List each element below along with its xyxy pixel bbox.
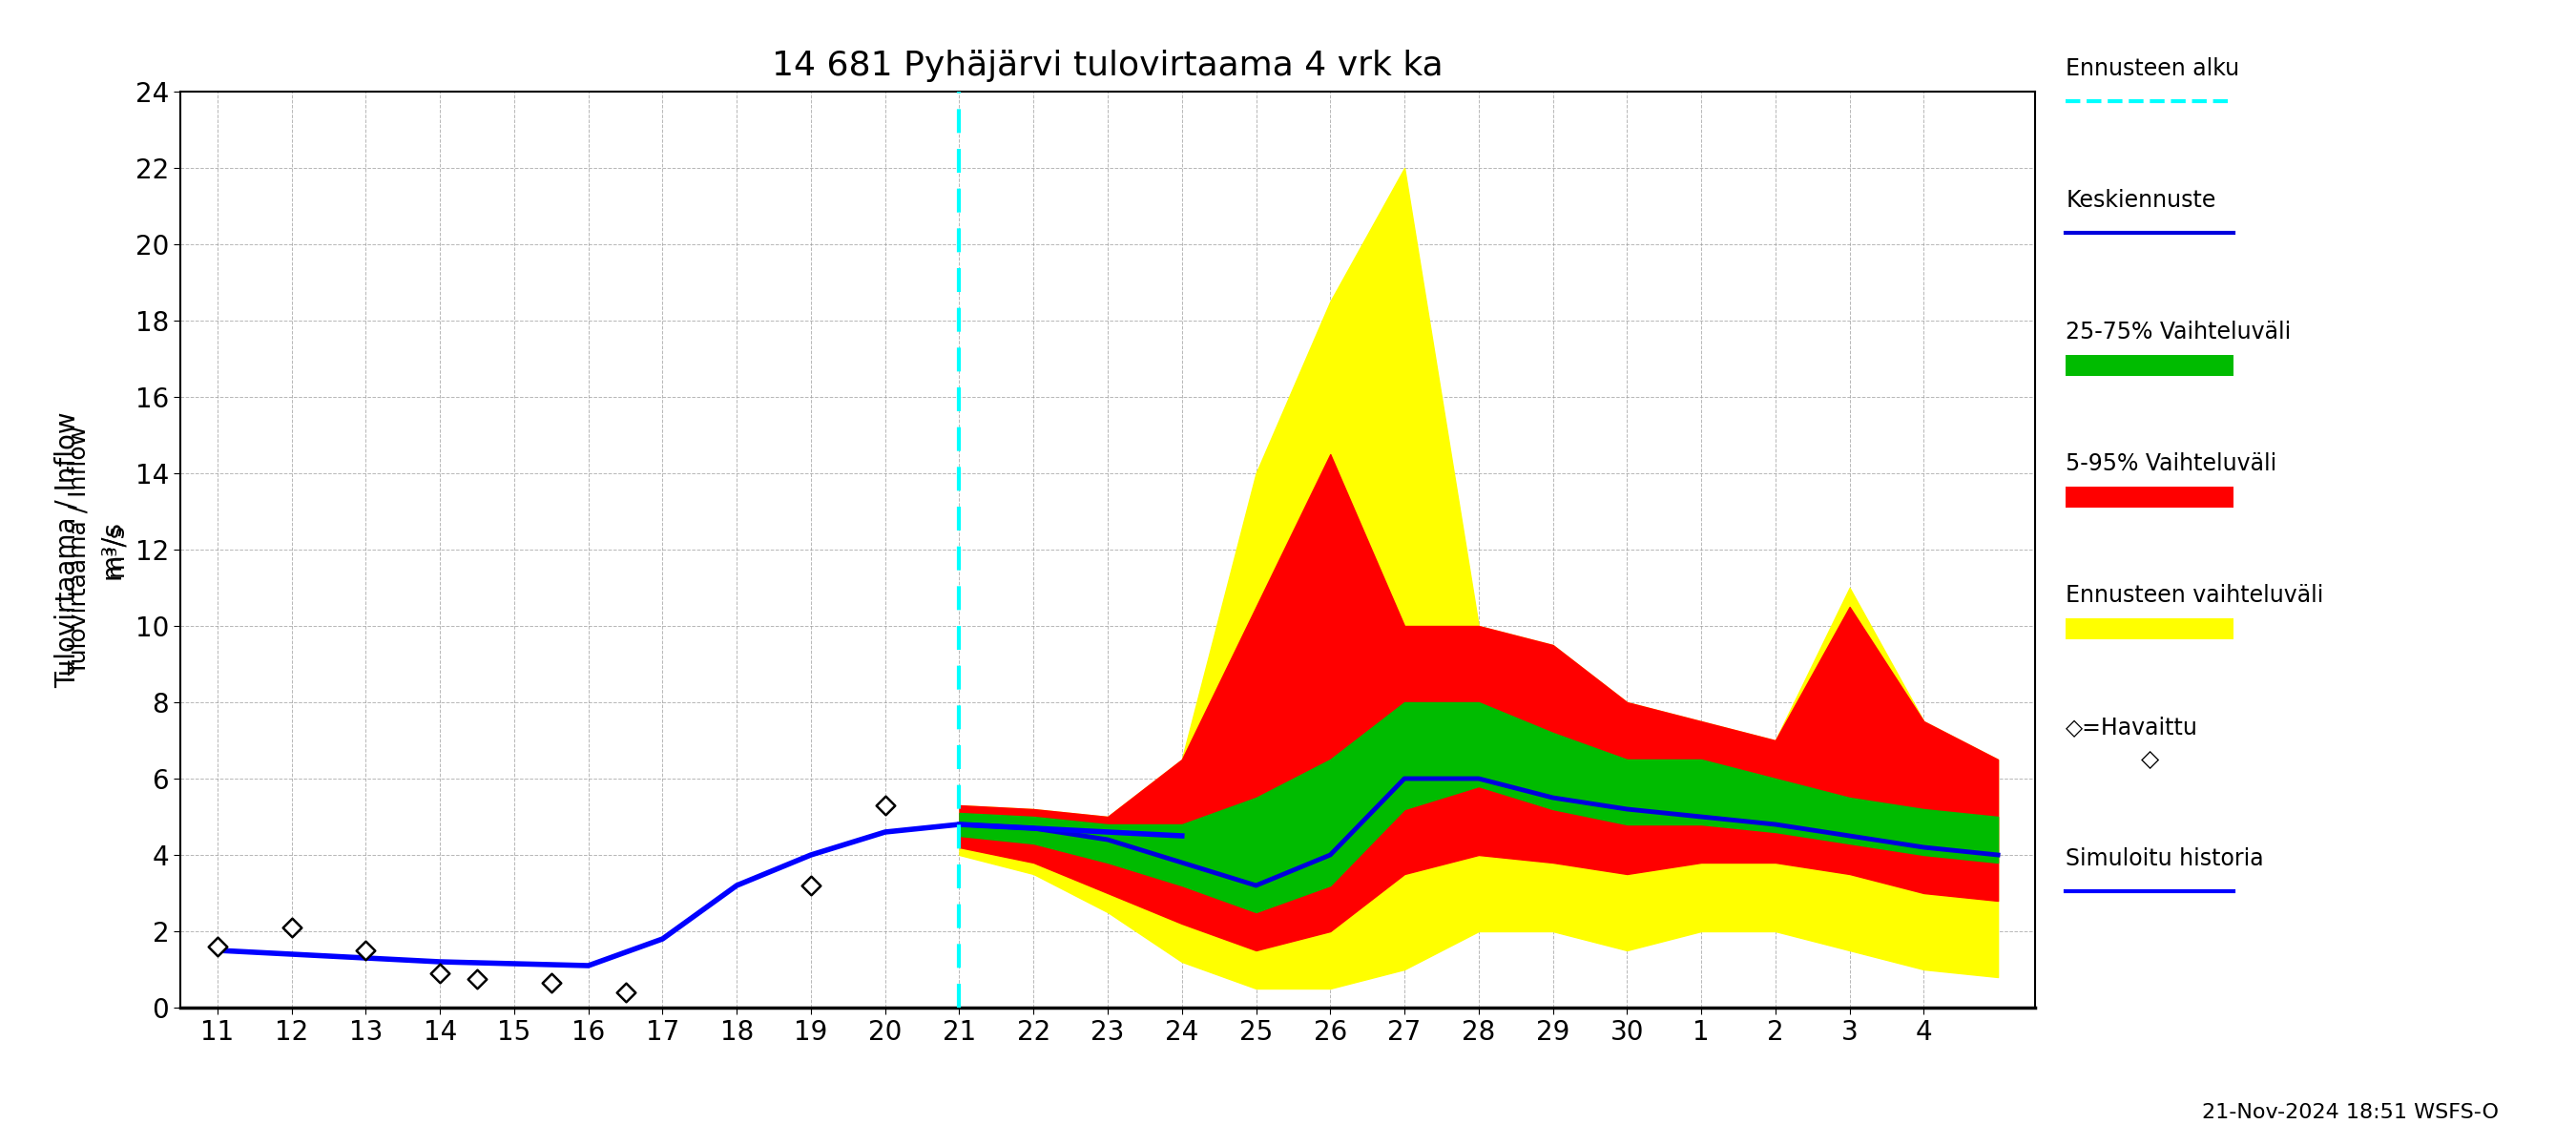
- Text: Ennusteen vaihteluväli: Ennusteen vaihteluväli: [2066, 584, 2324, 607]
- Point: [791, 876, 832, 894]
- Point: [456, 970, 497, 988]
- Point: [270, 918, 312, 937]
- Text: Ennusteen alku: Ennusteen alku: [2066, 57, 2239, 80]
- Point: [196, 938, 237, 956]
- Point: [605, 984, 647, 1002]
- Y-axis label: Tulovirtaama / Inflow
m³/s: Tulovirtaama / Inflow m³/s: [54, 411, 124, 688]
- Text: 5-95% Vaihteluväli: 5-95% Vaihteluväli: [2066, 452, 2277, 475]
- Point: [531, 973, 572, 992]
- Text: m³/s: m³/s: [103, 523, 126, 576]
- Text: ◇: ◇: [2141, 748, 2159, 771]
- Text: 21-Nov-2024 18:51 WSFS-O: 21-Nov-2024 18:51 WSFS-O: [2202, 1103, 2499, 1122]
- Point: [866, 796, 907, 814]
- Text: 25-75% Vaihteluväli: 25-75% Vaihteluväli: [2066, 321, 2293, 344]
- Text: ◇=Havaittu: ◇=Havaittu: [2066, 716, 2197, 739]
- Text: Tulovirtaama / Inflow: Tulovirtaama / Inflow: [67, 425, 90, 674]
- Point: [420, 964, 461, 982]
- Text: Simuloitu historia: Simuloitu historia: [2066, 847, 2264, 870]
- Text: Keskiennuste: Keskiennuste: [2066, 189, 2215, 212]
- Title: 14 681 Pyhäjärvi tulovirtaama 4 vrk ka: 14 681 Pyhäjärvi tulovirtaama 4 vrk ka: [773, 50, 1443, 82]
- Point: [345, 941, 386, 960]
